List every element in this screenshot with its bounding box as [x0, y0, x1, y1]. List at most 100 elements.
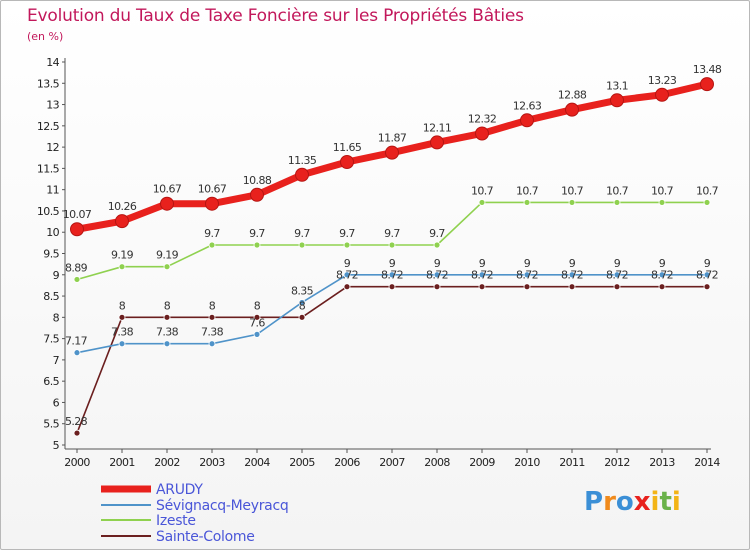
- data-point: [658, 271, 666, 279]
- data-label: 10.67: [198, 183, 227, 196]
- data-label: 9.7: [294, 227, 310, 240]
- data-point: [658, 199, 666, 206]
- data-label: 12.63: [513, 99, 542, 112]
- data-label: 9: [344, 257, 351, 270]
- x-tick-label: 2009: [469, 456, 495, 469]
- data-point: [478, 271, 486, 279]
- series-layer: [70, 77, 714, 437]
- data-point: [295, 167, 309, 182]
- data-label: 12.88: [558, 89, 587, 102]
- legend-label: Sévignacq-Meyracq: [156, 498, 288, 514]
- y-tick-label: 10.5: [37, 205, 60, 218]
- data-labels-layer: 10.07 10.26 10.67 10.67 10.88 11.35 11.65 11.87…: [63, 63, 723, 428]
- data-label: 7.38: [111, 326, 134, 339]
- data-point: [208, 340, 216, 348]
- x-tick-label: 2002: [154, 456, 180, 469]
- y-tick-label: 13: [46, 99, 59, 112]
- data-label: 10.26: [108, 200, 137, 213]
- data-point: [208, 241, 216, 249]
- y-tick-label: 8.5: [43, 290, 59, 303]
- data-point: [568, 283, 576, 291]
- x-tick-label: 2005: [289, 456, 315, 469]
- data-point: [160, 196, 174, 211]
- data-point: [655, 87, 669, 102]
- data-label: 10.7: [651, 184, 674, 197]
- data-point: [115, 214, 129, 229]
- data-point: [205, 196, 219, 211]
- data-label: 11.65: [333, 141, 362, 154]
- data-point: [343, 241, 351, 249]
- data-point: [610, 93, 624, 108]
- y-tick-label: 11: [46, 184, 59, 197]
- data-label: 13.23: [648, 74, 677, 87]
- logo-letter: P: [584, 487, 604, 517]
- data-label: 12.32: [468, 112, 497, 125]
- y-tick-label: 7: [53, 354, 60, 367]
- data-point: [700, 77, 714, 92]
- data-point: [523, 283, 531, 291]
- data-label: 9.19: [111, 249, 134, 262]
- y-tick-label: 11.5: [37, 162, 60, 175]
- x-tick-label: 2012: [604, 456, 630, 469]
- y-tick-label: 13.5: [37, 77, 60, 90]
- data-point: [703, 283, 711, 291]
- data-label: 9.7: [339, 227, 355, 240]
- data-point: [253, 330, 261, 338]
- data-point: [163, 263, 171, 271]
- legend-label: Izeste: [156, 513, 196, 529]
- data-point: [73, 349, 81, 357]
- data-label: 8.72: [561, 269, 583, 282]
- data-point: [475, 126, 489, 141]
- data-point: [430, 135, 444, 150]
- data-label: 11.87: [378, 132, 407, 145]
- data-point: [118, 313, 126, 321]
- data-point: [385, 145, 399, 160]
- data-point: [253, 313, 261, 321]
- data-label: 9: [389, 257, 396, 270]
- logo-letter: o: [615, 487, 634, 517]
- data-point: [433, 271, 441, 279]
- data-label: 8.72: [606, 269, 628, 282]
- data-label: 10.7: [606, 184, 629, 197]
- data-label: 10.7: [471, 184, 494, 197]
- legend-label: ARUDY: [156, 482, 203, 498]
- data-point: [163, 313, 171, 321]
- data-label: 10.7: [696, 184, 719, 197]
- data-label: 9.7: [249, 227, 265, 240]
- data-point: [388, 271, 396, 279]
- data-point: [208, 313, 216, 321]
- data-label: 7.17: [65, 335, 88, 348]
- x-tick-label: 2003: [199, 456, 225, 469]
- data-point: [523, 271, 531, 279]
- data-label: 8.72: [651, 269, 673, 282]
- data-point: [568, 271, 576, 279]
- y-tick-label: 12: [46, 141, 59, 154]
- data-point: [565, 102, 579, 117]
- data-label: 9: [659, 257, 666, 270]
- data-label: 9: [479, 257, 486, 270]
- y-tick-label: 6.5: [43, 375, 59, 388]
- data-label: 8.72: [426, 269, 448, 282]
- data-point: [613, 199, 621, 206]
- data-label: 9: [704, 257, 711, 270]
- data-label: 8: [119, 299, 126, 312]
- data-point: [658, 283, 666, 291]
- y-tick-label: 7.5: [43, 333, 59, 346]
- data-label: 9.7: [384, 227, 400, 240]
- y-tick-label: 10: [46, 226, 59, 239]
- y-tick-label: 9: [53, 269, 60, 282]
- data-point: [343, 271, 351, 279]
- data-label: 8: [164, 299, 171, 312]
- x-tick-label: 2014: [694, 456, 720, 469]
- data-label: 10.7: [561, 184, 584, 197]
- logo-letter: i: [671, 487, 681, 517]
- data-point: [343, 283, 351, 291]
- data-label: 8.72: [471, 269, 493, 282]
- data-label: 8.89: [65, 261, 88, 274]
- data-point: [568, 199, 576, 206]
- data-label: 9: [434, 257, 441, 270]
- data-point: [298, 313, 306, 321]
- data-point: [250, 187, 264, 202]
